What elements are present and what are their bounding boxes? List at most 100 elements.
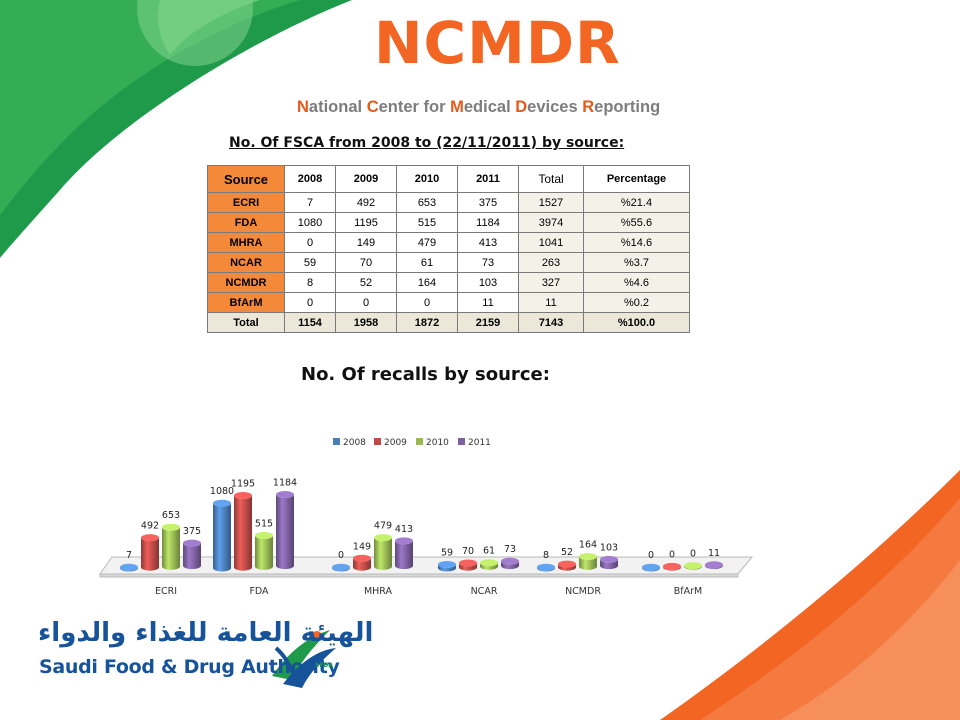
logo-arabic-text: الهيئة العامة للغذاء والدواء [38,618,374,648]
page-subtitle: National Center for Medical Devices Repo… [297,98,660,117]
data-label: 73 [504,544,516,555]
fsca-source-table: Source 2008 2009 2010 2011 Total Percent… [207,165,690,333]
table-cell: %4.6 [583,272,690,293]
subtitle-rest: edical [463,98,516,116]
header-cell: Percentage [583,165,690,193]
legend-swatch-2010 [416,438,423,445]
logo-badge-text: SFDA [315,662,334,669]
subtitle-cap: C [366,98,379,116]
bar-2008-ECRI [120,567,138,572]
data-label: 164 [579,540,597,551]
bar-top-2008-NCMDR [537,563,555,571]
bar-top-2009-FDA [234,492,252,499]
category-label: NCAR [471,586,498,597]
subtitle-rest: ational [308,98,367,116]
table-row: ECRI 7 492 653 375 1527 %21.4 [207,192,690,213]
bar-2011-NCMDR [600,559,618,570]
legend-label: 2011 [468,438,491,448]
bar-top-2011-NCAR [501,557,519,565]
table-cell: 479 [396,232,458,253]
data-label: 479 [374,521,392,532]
bar-top-2009-ECRI [141,534,159,542]
bar-2011-MHRA [395,540,413,570]
data-label: 413 [395,524,413,535]
bar-top-2011-BfArM [705,561,723,569]
bar-top-2008-ECRI [120,563,138,571]
data-label: 103 [600,542,618,553]
legend-label: 2009 [384,438,407,448]
legend-swatch-2009 [374,438,381,445]
bar-top-2010-MHRA [374,534,392,542]
bar-top-2009-NCAR [459,559,477,567]
table-row: FDA 1080 1195 515 1184 3974 %55.6 [207,212,690,233]
table-cell: MHRA [207,232,285,253]
table-cell: 1184 [457,212,519,233]
category-label: NCMDR [565,586,601,597]
bar-2011-BfArM [705,564,723,570]
table-cell: 327 [518,272,584,293]
table-cell: Total [207,312,285,333]
data-label: 0 [690,549,696,560]
bar-2011-FDA [276,494,294,570]
legend-swatch-2008 [333,438,340,445]
data-label: 0 [648,550,654,561]
header-cell: 2008 [284,165,336,193]
category-label: BfArM [674,586,702,597]
table-cell: ECRI [207,192,285,213]
bar-2010-NCAR [480,562,498,570]
data-label: 1184 [273,478,297,489]
data-label: 1195 [231,479,255,490]
bar-2009-FDA [234,495,252,571]
data-label: 515 [255,519,273,530]
bar-2011-NCAR [501,561,519,570]
data-label: 61 [483,546,495,557]
bar-top-2010-FDA [255,532,273,539]
page-title: NCMDR [374,9,621,77]
header-cell: Total [518,165,584,193]
table-cell: FDA [207,212,285,233]
bar-2009-ECRI [141,537,159,571]
legend-swatch-2011 [458,438,465,445]
table-cell: %0.2 [583,292,690,313]
bar-2009-NCAR [459,563,477,571]
bar-top-2010-NCMDR [579,553,597,561]
table-cell: 7143 [518,312,584,333]
data-label: 492 [141,521,159,532]
green-circle-deco [137,0,253,66]
legend-label: 2010 [426,438,449,448]
data-label: 59 [441,547,453,558]
table-heading-text: No. Of FSCA from 2008 to (22/11/2011) by… [229,135,625,151]
bar-2009-NCMDR [558,564,576,571]
category-label: ECRI [155,586,177,597]
table-cell: 515 [396,212,458,233]
logo-dot-orange [312,631,322,641]
bar-2008-NCMDR [537,567,555,572]
bar-2008-BfArM [642,567,660,572]
table-cell: 3974 [518,212,584,233]
table-cell: 2159 [457,312,519,333]
green-swoosh-inner [0,0,300,215]
data-label: 52 [561,547,573,558]
legend-label: 2008 [343,438,366,448]
table-heading: No. Of FSCA from 2008 to (22/11/2011) by… [229,135,624,151]
bar-2010-MHRA [374,537,392,570]
data-label: 149 [353,541,371,552]
logo-english-text: Saudi Food & Drug Authority [39,656,340,678]
data-label: 653 [162,510,180,521]
header-cell: Source [207,165,285,193]
subtitle-cap: N [297,98,309,116]
table-cell: BfArM [207,292,285,313]
data-label: 8 [543,550,549,561]
table-header-row: Source 2008 2009 2010 2011 Total Percent… [207,165,690,193]
header-cell: 2009 [335,165,397,193]
bar-top-2011-MHRA [395,537,413,545]
subtitle-rest: evices [527,98,583,116]
logo-swoosh-left [274,646,298,683]
data-label: 0 [338,550,344,561]
bar-2011-ECRI [183,543,201,570]
table-cell: 1154 [284,312,336,333]
bar-top-2011-NCMDR [600,555,618,563]
orange-swoosh-highlight [780,560,960,720]
